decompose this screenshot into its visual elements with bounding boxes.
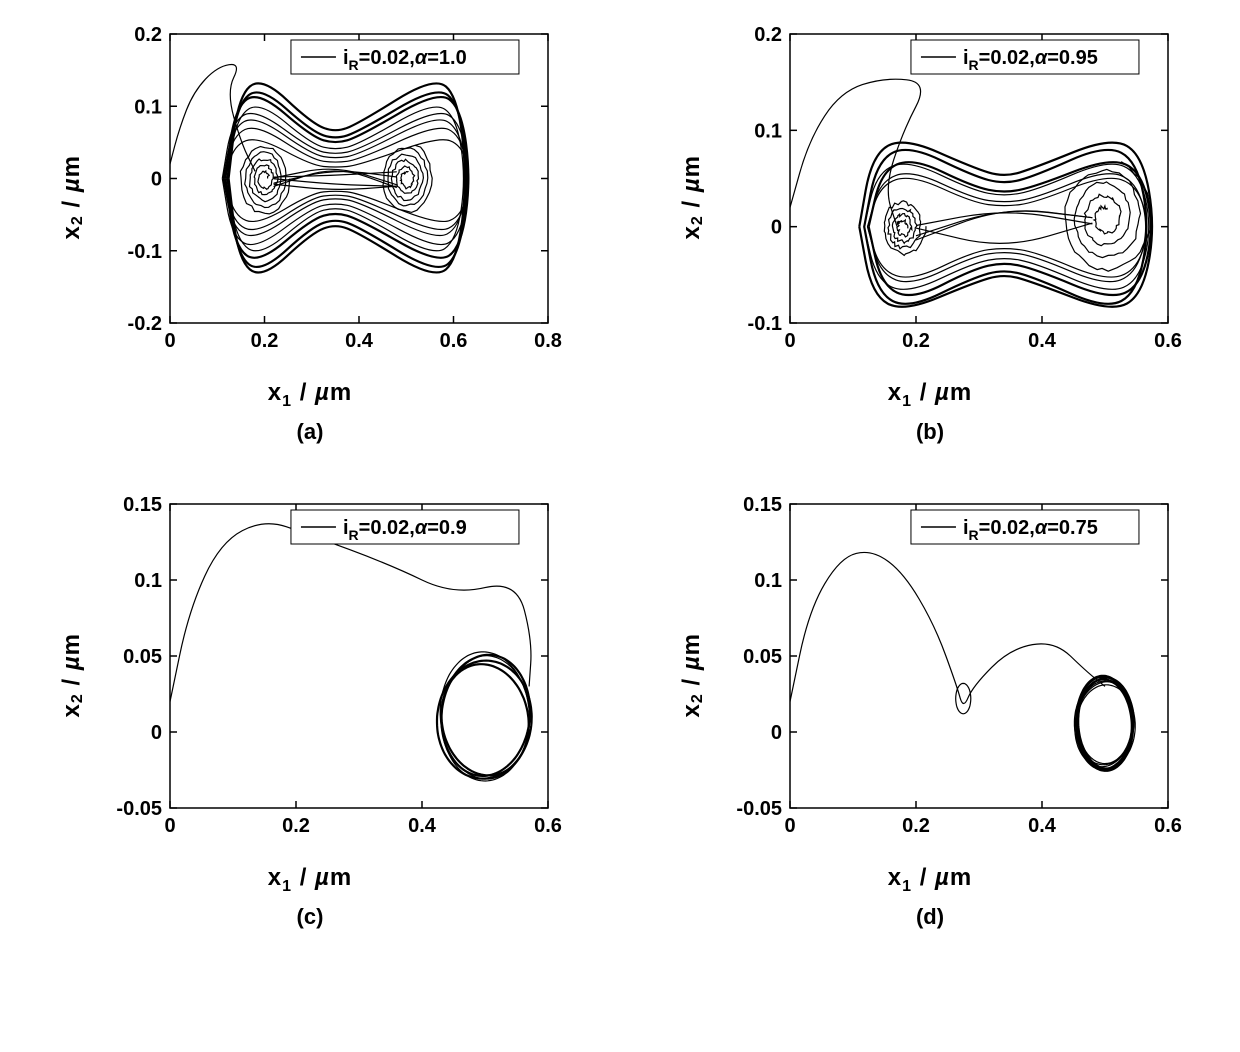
- svg-text:0.6: 0.6: [1154, 330, 1182, 352]
- svg-text:0.4: 0.4: [345, 330, 374, 352]
- svg-text:-0.05: -0.05: [737, 798, 783, 820]
- panel-b: x2 / µm00.20.40.6-0.100.10.2iR=0.02,α=0.…: [640, 20, 1220, 460]
- legend: iR=0.02,α=0.75: [911, 510, 1139, 544]
- trajectory: [170, 65, 469, 273]
- svg-text:0: 0: [785, 330, 796, 352]
- phase-plot-b: 00.20.40.6-0.100.10.2iR=0.02,α=0.95: [712, 20, 1182, 375]
- svg-text:0.6: 0.6: [1154, 815, 1182, 837]
- trajectory: [790, 79, 1152, 307]
- sublabel: (a): [297, 419, 324, 445]
- svg-text:0.8: 0.8: [534, 330, 562, 352]
- svg-text:0.05: 0.05: [123, 646, 162, 668]
- svg-text:0: 0: [165, 815, 176, 837]
- svg-text:0.05: 0.05: [743, 646, 782, 668]
- legend: iR=0.02,α=0.9: [291, 510, 519, 544]
- svg-text:0.4: 0.4: [408, 815, 437, 837]
- svg-text:-0.05: -0.05: [117, 798, 163, 820]
- svg-text:0.6: 0.6: [534, 815, 562, 837]
- xlabel: x1 / µm: [888, 379, 972, 411]
- svg-text:0: 0: [165, 330, 176, 352]
- panel-a: x2 / µm 0 0.2 0.4 0.6 0.8 -0.2 -0.1 0 0.1 0.2 iR=0.…: [20, 20, 600, 460]
- svg-text:0.2: 0.2: [755, 24, 783, 46]
- svg-text:0: 0: [785, 815, 796, 837]
- svg-text:-0.2: -0.2: [128, 313, 162, 335]
- svg-text:0.1: 0.1: [135, 96, 163, 118]
- svg-text:0.15: 0.15: [743, 494, 782, 516]
- panel-c: x2 / µm00.20.40.6-0.0500.050.10.15iR=0.0…: [20, 490, 600, 930]
- xlabel: x1 / µm: [268, 379, 352, 411]
- svg-text:0.15: 0.15: [123, 494, 162, 516]
- ylabel: x2 / µm: [58, 633, 87, 717]
- svg-text:0.4: 0.4: [1028, 815, 1057, 837]
- figure-grid: x2 / µm00.20.40.60.8-0.2-0.100.10.2iR=0.…: [20, 20, 1220, 930]
- svg-text:0: 0: [151, 169, 162, 191]
- svg-text:0.2: 0.2: [251, 330, 279, 352]
- legend: iR=0.02,α=0.95: [911, 40, 1139, 74]
- phase-plot-d: 00.20.40.6-0.0500.050.10.15iR=0.02,α=0.7…: [712, 490, 1182, 860]
- trajectory: [170, 524, 532, 781]
- ylabel: x2 / µm: [678, 155, 707, 239]
- svg-text:0: 0: [151, 722, 162, 744]
- svg-text:0.4: 0.4: [1028, 330, 1057, 352]
- svg-text:0: 0: [771, 217, 782, 239]
- xlabel: x1 / µm: [888, 864, 972, 896]
- svg-text:-0.1: -0.1: [748, 313, 782, 335]
- svg-text:0.1: 0.1: [755, 570, 783, 592]
- xlabel: x1 / µm: [268, 864, 352, 896]
- phase-plot-a: 0 0.2 0.4 0.6 0.8 -0.2 -0.1 0 0.1 0.2 iR=0.02,α=1.…: [92, 20, 562, 375]
- sublabel: (b): [916, 419, 944, 445]
- svg-text:0.2: 0.2: [902, 815, 930, 837]
- svg-text:0.6: 0.6: [440, 330, 468, 352]
- svg-text:0: 0: [771, 722, 782, 744]
- phase-plot-c: 00.20.40.6-0.0500.050.10.15iR=0.02,α=0.9: [92, 490, 562, 860]
- svg-text:0.2: 0.2: [902, 330, 930, 352]
- svg-text:0.2: 0.2: [135, 24, 163, 46]
- svg-text:0.2: 0.2: [282, 815, 310, 837]
- svg-text:-0.1: -0.1: [128, 241, 162, 263]
- svg-text:0.1: 0.1: [755, 120, 783, 142]
- panel-d: x2 / µm00.20.40.6-0.0500.050.10.15iR=0.0…: [640, 490, 1220, 930]
- sublabel: (c): [297, 904, 324, 930]
- sublabel: (d): [916, 904, 944, 930]
- legend: iR=0.02,α=1.0: [291, 40, 519, 74]
- ylabel: x2 / µm: [58, 155, 87, 239]
- svg-text:0.1: 0.1: [135, 570, 163, 592]
- ylabel: x2 / µm: [678, 633, 707, 717]
- trajectory: [790, 552, 1135, 770]
